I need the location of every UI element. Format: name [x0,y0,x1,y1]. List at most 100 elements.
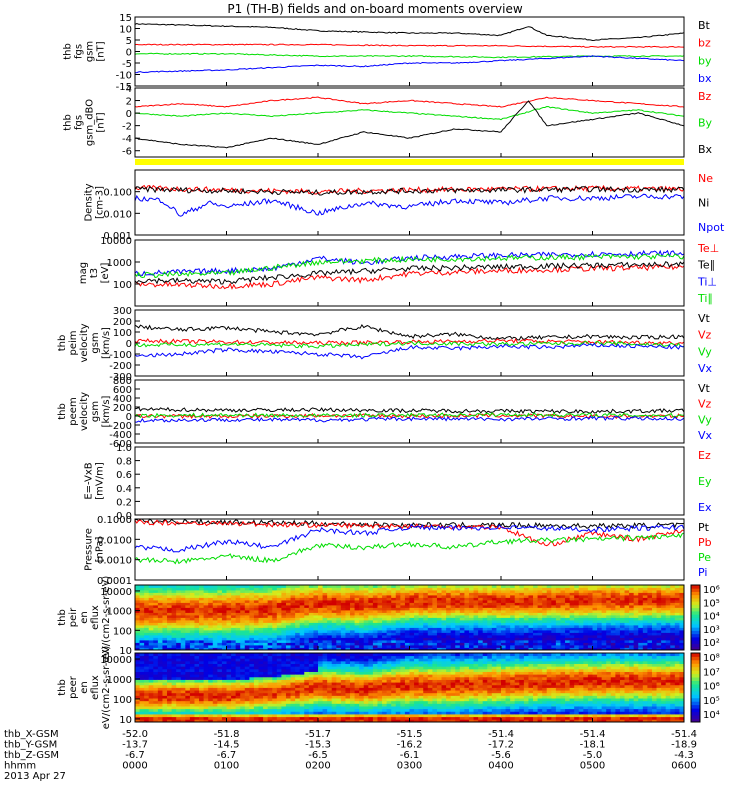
y-tick-label: 1000 [107,607,132,618]
spectrogram-cell [327,708,333,712]
spectrogram-cell [244,597,250,601]
spectrogram-cell [455,595,461,598]
spectrogram-cell [295,706,301,710]
spectrogram-cell [464,595,470,598]
spectrogram-cell [391,703,397,707]
spectrogram-cell [139,592,145,596]
spectrogram-cell [135,706,140,710]
spectrogram-cell [404,687,410,691]
spectrogram-cell [455,617,461,621]
spectrogram-cell [203,595,209,598]
spectrogram-cell [285,698,291,702]
spectrogram-cell [400,605,406,608]
spectrogram-cell [391,615,397,618]
spectrogram-cell [359,690,365,694]
spectrogram-cell [459,592,465,596]
y-tick-label: 0.100 [103,188,132,199]
spectrogram-cell [253,595,259,598]
spectrogram-cell [313,714,319,718]
spectrogram-cell [533,615,539,618]
spectrogram-cell [546,637,552,641]
spectrogram-cell [592,602,598,606]
spectrogram-cell [528,602,534,606]
spectrogram-cell [409,682,415,686]
spectrogram-cell [427,605,433,608]
spectrogram-cell [350,617,355,621]
spectrogram-cell [340,632,346,636]
spectrogram-cell [514,637,520,641]
spectrogram-cell [336,719,342,723]
spectrogram-cell [400,658,406,662]
spectrogram-cell [189,625,195,628]
spectrogram-cell [295,612,301,616]
spectrogram-cell [423,592,429,596]
spectrogram-cell [400,666,406,670]
spectrogram-cell [318,671,323,675]
spectrogram-cell [578,605,584,608]
spectrogram-cell [263,615,269,618]
spectrogram-cell [240,714,246,718]
spectrogram-cell [171,615,177,618]
spectrogram-cell [167,695,173,699]
spectrogram-cell [139,687,145,691]
spectrogram-cell [263,627,269,631]
spectrogram-cell [153,612,159,616]
y-tick-label: 1000 [107,258,132,269]
spectrogram-cell [331,592,337,596]
spectrogram-cell [327,706,333,710]
spectrogram-cell [496,622,502,626]
spectrogram-cell [528,587,534,591]
spectrogram-cell [272,655,278,659]
spectrogram-cell [180,605,186,608]
spectrogram-cell [606,612,612,616]
spectrogram-cell [231,595,237,598]
spectrogram-cell [404,684,410,688]
series-bx-line [134,55,685,74]
spectrogram-cell [491,600,497,603]
spectrogram-cell [670,610,676,613]
spectrogram-cell [308,690,314,694]
spectrogram-cell [560,617,566,621]
spectrogram-cell [404,590,410,593]
spectrogram-cell [638,590,644,593]
spectrogram-cell [212,647,218,651]
spectrogram-cell [542,605,548,608]
spectrogram-cell [414,637,420,641]
spectrogram-cell [464,620,470,623]
spectrogram-cell [523,597,529,601]
spectrogram-cell [217,658,223,662]
spectrogram-cell [212,627,218,631]
spectrogram-cell [249,687,255,691]
spectrogram-cell [665,587,671,591]
spectrogram-cell [336,690,342,694]
spectrogram-cell [263,655,269,659]
spectrogram-cell [404,592,410,596]
spectrogram-cell [263,647,269,651]
spectrogram-cell [487,625,493,628]
spectrogram-cell [153,600,159,603]
spectrogram-cell [194,595,200,598]
spectrogram-cell [244,668,250,672]
spectrogram-cell [670,590,676,593]
spectrogram-cell [354,674,360,678]
spectrogram-cell [418,635,424,638]
spectrogram-cell [235,687,241,691]
spectrogram-cell [249,658,255,662]
spectrogram-cell [171,595,177,598]
spectrogram-cell [427,647,433,651]
spectrogram-cell [226,684,232,688]
spectrogram-cell [496,645,502,648]
spectrogram-cell [281,625,287,628]
spectrogram-cell [304,607,310,611]
spectrogram-cell [496,605,502,608]
spectrogram-cell [139,700,145,704]
spectrogram-cell [176,607,182,611]
spectrogram-cell [285,585,291,588]
spectrogram-cell [587,635,593,638]
spectrogram-cell [679,607,685,611]
spectrogram-cell [295,585,301,588]
spectrogram-cell [345,612,351,616]
spectrogram-cell [199,600,205,603]
spectrogram-cell [409,597,415,601]
spectrogram-cell [180,671,186,675]
